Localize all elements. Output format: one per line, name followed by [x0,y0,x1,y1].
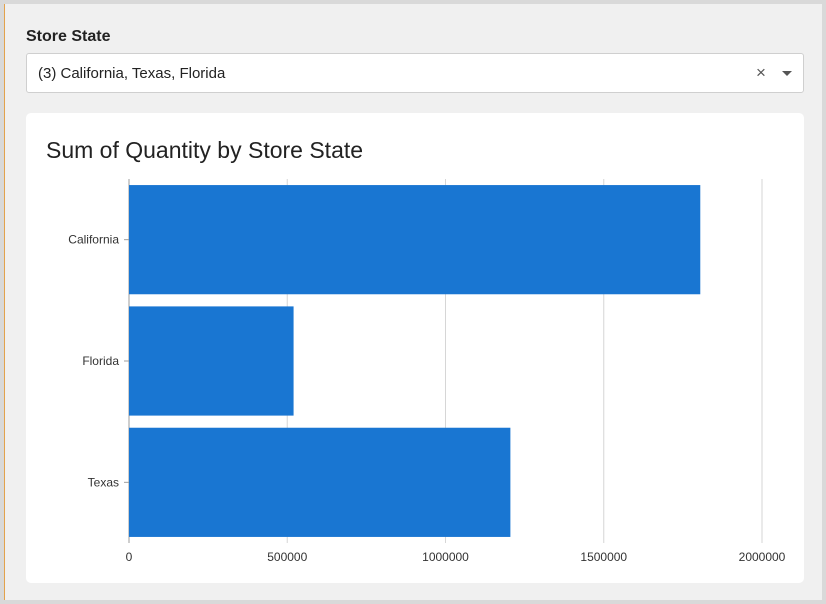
bar-florida[interactable] [129,306,294,416]
category-label: California [68,233,119,247]
bar-chart: 0 500000 1000000 1500000 2000000 California Fl… [68,179,786,564]
category-label: Texas [88,475,119,489]
chevron-down-icon[interactable] [779,65,795,81]
chart-title: Sum of Quantity by Store State [46,137,364,163]
clear-icon[interactable]: × [756,63,766,82]
category-label: Florida [82,354,119,368]
x-tick-label: 1000000 [422,550,469,564]
x-tick-label: 0 [126,550,133,564]
x-tick-label: 1500000 [580,550,627,564]
x-tick-label: 500000 [267,550,307,564]
bar-california[interactable] [129,185,701,295]
chart-card: Sum of Quantity by Store State 0 500000 10… [26,113,804,583]
dashboard-page: Store State (3) California, Texas, Flori… [4,4,822,600]
bar-texas[interactable] [129,427,511,537]
filter-label: Store State [26,28,111,45]
filter-selected-value: (3) California, Texas, Florida [38,65,226,82]
store-state-select[interactable]: (3) California, Texas, Florida × [26,53,804,93]
x-tick-label: 2000000 [739,550,786,564]
